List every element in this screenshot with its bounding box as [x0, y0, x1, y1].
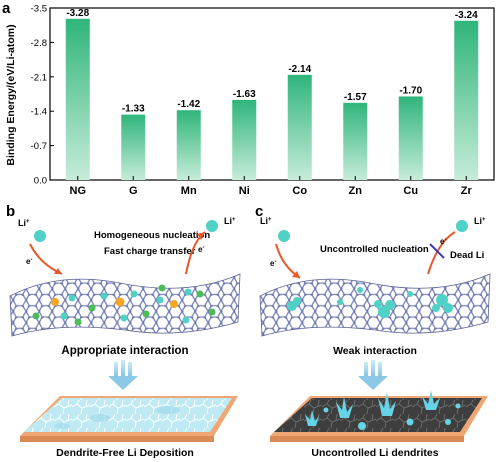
dendrite-free-caption: Dendrite-Free Li Deposition [56, 447, 194, 459]
plot-frame [49, 7, 495, 181]
y-tick-label: -1.4 [31, 107, 47, 118]
y-tick-label: -2.1 [31, 72, 47, 83]
arrowhead-icon [54, 268, 62, 274]
dendrite-deposition-slab [270, 396, 488, 442]
bar-ng [65, 18, 90, 180]
panel-label-c: c [255, 203, 264, 220]
panel-label-b: b [6, 203, 16, 220]
bar-zr [454, 20, 479, 180]
bar-mn [176, 110, 201, 180]
bar-value-label: -3.24 [455, 10, 478, 21]
li-ion-icon [34, 230, 46, 242]
down-arrow-icon [108, 360, 138, 390]
x-tick-label: G [129, 185, 138, 197]
bar-value-label: -3.28 [66, 8, 89, 19]
electron-label-right: e- [440, 237, 446, 246]
li-ion-label-left: Li+ [18, 218, 30, 228]
x-tick-label: Cu [403, 185, 418, 197]
uncontrolled-dendrites-caption: Uncontrolled Li dendrites [311, 447, 438, 459]
li-ion-label-right: Li+ [474, 216, 486, 226]
weak-interaction-text: Weak interaction [333, 345, 417, 357]
x-tick-label: NG [70, 185, 87, 197]
adsorbed-li-atoms [60, 288, 192, 324]
electron-label-left: e- [270, 259, 276, 268]
arrowhead-icon [292, 271, 300, 278]
y-tick-label: -3.5 [31, 4, 47, 15]
bar-ni [232, 99, 257, 180]
y-tick-label: 0.0 [34, 176, 47, 187]
arrowhead-icon [197, 232, 205, 240]
bar-value-label: -1.42 [177, 99, 200, 110]
electron-label-left: e- [26, 257, 32, 266]
x-tick-label: Ni [239, 185, 250, 197]
binding-energy-chart: -3.5 -2.8 -2.1 -1.4 -0.7 0.0 -3.28 -1.33 -1.42 -… [5, 4, 495, 197]
electron-label-right: e- [198, 245, 204, 254]
bar-value-label: -1.57 [344, 92, 367, 103]
dead-li-text: Dead Li [450, 250, 484, 261]
li-ion-label-left: Li+ [260, 216, 272, 226]
panel-b-illustration: Li+ e- Homogeneous nucleation Fast charg… [9, 216, 241, 459]
bar-cu [398, 96, 423, 180]
li-ion-icon [456, 220, 468, 232]
y-tick-label: -2.8 [31, 38, 47, 49]
doped-graphene-sheet [9, 273, 241, 337]
li-clusters [287, 287, 453, 318]
x-tick-label: Co [292, 185, 307, 197]
bar-g [121, 114, 146, 180]
fast-charge-transfer-text: Fast charge transfer [104, 246, 196, 257]
x-tick-label: Zr [461, 185, 473, 197]
down-arrow-icon [358, 360, 388, 390]
x-tick-label: Zn [349, 185, 363, 197]
homogeneous-nucleation-text: Homogeneous nucleation [94, 230, 210, 241]
panel-c-illustration: Li+ e- Uncontrolled nucleation Li+ e- De… [259, 216, 491, 459]
blocked-cross-icon [429, 243, 445, 259]
li-ion-label-right: Li+ [224, 216, 236, 226]
bar-value-label: -2.14 [288, 64, 311, 75]
dopant-atoms [32, 284, 216, 326]
bar-co [287, 74, 312, 180]
panel-label-a: a [2, 0, 11, 17]
electron-arrow-right [427, 231, 456, 275]
dendrite-free-deposition-slab [20, 396, 238, 442]
li-ion-icon [278, 230, 290, 242]
bar-zn [343, 102, 368, 180]
x-tick-label: Mn [181, 185, 197, 197]
y-tick-label: -0.7 [31, 141, 47, 152]
appropriate-interaction-text: Appropriate interaction [61, 345, 188, 357]
uncontrolled-nucleation-text: Uncontrolled nucleation [320, 244, 429, 255]
bar-value-label: -1.63 [233, 89, 256, 100]
li-dendrites [305, 390, 461, 430]
bar-value-label: -1.33 [122, 104, 145, 115]
li-ion-icon [206, 220, 218, 232]
y-axis-label: Binding Energy/(eV/Li-atom) [5, 24, 17, 165]
bar-value-label: -1.70 [399, 85, 422, 96]
